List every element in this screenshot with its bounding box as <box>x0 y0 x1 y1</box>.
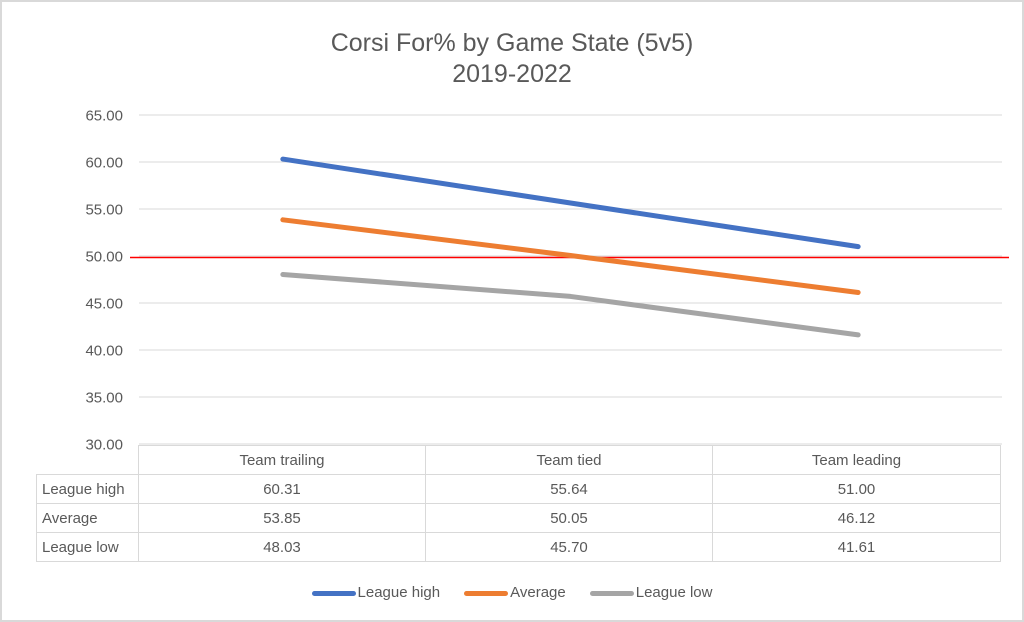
legend-key-icon <box>311 590 356 596</box>
y-axis-tick-label: 35.00 <box>85 389 123 406</box>
y-axis-tick-label: 30.00 <box>85 436 123 453</box>
y-axis-tick-label: 40.00 <box>85 342 123 359</box>
table-value-cell: 55.64 <box>425 474 713 504</box>
table-row-label: Average <box>36 503 139 533</box>
y-axis-tick-label: 45.00 <box>85 295 123 312</box>
table-row-average: Average 53.85 50.05 46.12 <box>36 503 1001 533</box>
table-value-cell: 41.61 <box>712 532 1001 562</box>
legend-key-icon <box>464 590 509 596</box>
chart-title: Corsi For% by Game State (5v5) <box>330 29 694 57</box>
table-column-header-team-tied: Team tied <box>425 445 713 475</box>
series-line-average <box>280 217 861 295</box>
chart-title-block: Corsi For% by Game State (5v5) 2019-2022 <box>2 28 1022 90</box>
series-line-league-high <box>280 156 861 250</box>
table-column-header-team-leading: Team leading <box>712 445 1001 475</box>
table-corner-cell <box>37 446 139 475</box>
table-value-cell: 45.70 <box>425 532 713 562</box>
table-row-league-high: League high 60.31 55.64 51.00 <box>36 474 1001 504</box>
table-value-cell: 51.00 <box>712 474 1001 504</box>
table-value-cell: 50.05 <box>425 503 713 533</box>
table-value-cell: 53.85 <box>138 503 426 533</box>
legend-item-league-high: League high <box>311 584 441 602</box>
table-row-label: League low <box>36 532 139 562</box>
table-column-header-team-trailing: Team trailing <box>138 445 426 475</box>
table-row-label: League high <box>36 474 139 504</box>
series-line-league-low <box>280 272 861 338</box>
table-row-league-low: League low 48.03 45.70 41.61 <box>36 532 1001 562</box>
table-value-cell: 46.12 <box>712 503 1001 533</box>
legend-label: Average <box>510 584 566 601</box>
table-value-cell: 60.31 <box>138 474 426 504</box>
legend-label: League low <box>635 584 713 601</box>
legend-label: League high <box>357 584 441 601</box>
y-axis-tick-label: 50.00 <box>85 248 123 265</box>
table-header-row: Team trailing Team tied Team leading <box>37 445 1001 475</box>
chart-legend: League high Average League low <box>2 580 1022 606</box>
legend-item-league-low: League low <box>589 584 713 602</box>
y-axis-tick-label: 60.00 <box>85 154 123 171</box>
chart-subtitle: 2019-2022 <box>452 60 572 88</box>
chart-data-table: Team trailing Team tied Team leading League… <box>36 445 1001 562</box>
y-axis-tick-label: 55.00 <box>85 201 123 218</box>
legend-key-icon <box>589 590 634 596</box>
legend-item-average: Average <box>464 584 566 602</box>
y-axis-tick-label: 65.00 <box>85 107 123 124</box>
table-value-cell: 48.03 <box>138 532 426 562</box>
